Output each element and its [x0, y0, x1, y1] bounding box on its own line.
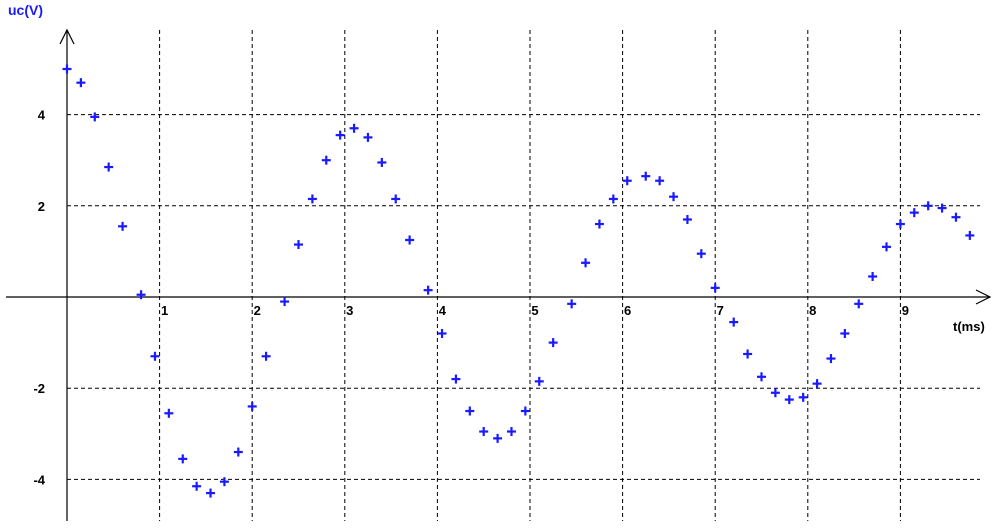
data-points [62, 64, 975, 498]
y-tick-label: -4 [33, 472, 45, 487]
data-point [594, 219, 604, 229]
data-point [770, 388, 780, 398]
data-point [247, 401, 257, 411]
data-point [854, 299, 864, 309]
data-point [506, 427, 516, 437]
data-point [493, 433, 503, 443]
x-tick-label: 8 [809, 303, 816, 318]
x-axis-title: t(ms) [953, 319, 985, 334]
data-point [826, 354, 836, 364]
data-point [118, 221, 128, 231]
x-tick-label: 6 [624, 303, 631, 318]
tick-labels: 1 2 3 4 5 6 7 8 9 4 2 -2 -4 [33, 108, 909, 488]
data-point [937, 203, 947, 213]
data-point [104, 162, 114, 172]
data-point [729, 317, 739, 327]
data-point [840, 328, 850, 338]
data-point [377, 157, 387, 167]
data-point [784, 395, 794, 405]
data-point [798, 392, 808, 402]
data-point [178, 454, 188, 464]
data-point [451, 374, 461, 384]
data-point [405, 235, 415, 245]
data-point [655, 176, 665, 186]
data-point [682, 214, 692, 224]
data-point [581, 258, 591, 268]
x-tick-label: 9 [902, 303, 909, 318]
data-point [868, 271, 878, 281]
data-point [363, 132, 373, 142]
x-tick-label: 5 [531, 303, 538, 318]
data-point [465, 406, 475, 416]
y-tick-label: -2 [33, 381, 45, 396]
x-tick-label: 1 [161, 303, 168, 318]
data-point [520, 406, 530, 416]
data-point [710, 283, 720, 293]
y-axis-title: uc(V) [8, 2, 43, 18]
data-point [757, 372, 766, 382]
data-point [882, 242, 892, 252]
data-point [391, 194, 401, 204]
x-tick-label: 7 [717, 303, 724, 318]
data-point [233, 447, 243, 457]
data-point [150, 351, 160, 361]
data-point [567, 299, 577, 309]
data-point [192, 481, 202, 491]
data-point [895, 219, 905, 229]
y-axis-arrow-icon [59, 28, 75, 45]
data-point [437, 328, 447, 338]
data-point [479, 427, 489, 437]
data-point [335, 130, 345, 140]
data-point [321, 155, 331, 165]
grid [67, 30, 980, 521]
data-point [280, 297, 290, 307]
data-point [548, 338, 558, 348]
data-point [812, 379, 822, 389]
data-point [696, 249, 706, 259]
data-point [622, 176, 632, 186]
data-point [965, 230, 975, 240]
x-tick-label: 2 [254, 303, 261, 318]
data-point [62, 64, 72, 74]
data-point [608, 194, 618, 204]
data-point [641, 171, 651, 181]
data-point [76, 78, 86, 88]
data-point [669, 192, 679, 202]
data-point [909, 208, 919, 218]
axes [6, 28, 992, 521]
y-tick-label: 2 [38, 199, 45, 214]
data-point [90, 112, 100, 122]
data-point [743, 349, 753, 359]
data-point [261, 351, 271, 361]
x-tick-label: 3 [346, 303, 353, 318]
y-tick-label: 4 [38, 108, 46, 123]
data-point [423, 285, 433, 295]
data-point [307, 194, 317, 204]
data-point [164, 408, 174, 418]
data-point [923, 201, 933, 211]
data-point [136, 290, 146, 300]
data-point [206, 488, 216, 498]
x-axis-arrow-icon [975, 289, 992, 305]
data-point [951, 212, 961, 222]
data-point [349, 123, 359, 133]
data-point [294, 240, 303, 250]
data-point [534, 376, 544, 386]
x-tick-label: 4 [439, 303, 447, 318]
data-point [219, 477, 229, 487]
